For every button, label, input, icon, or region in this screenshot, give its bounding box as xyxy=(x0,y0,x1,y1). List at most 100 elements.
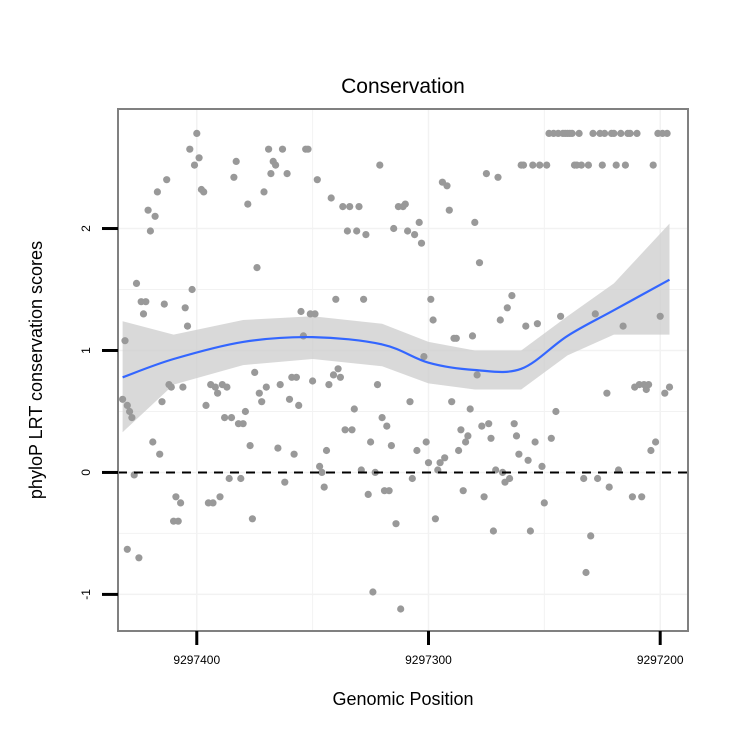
data-point xyxy=(538,462,546,470)
data-point xyxy=(325,381,333,389)
data-point xyxy=(552,407,560,416)
data-point xyxy=(584,161,593,169)
data-point xyxy=(457,426,465,434)
data-point xyxy=(383,422,391,430)
data-point xyxy=(387,442,395,450)
data-point xyxy=(297,307,305,316)
data-point xyxy=(628,493,637,501)
data-point xyxy=(415,218,423,226)
data-point xyxy=(427,295,435,303)
data-point xyxy=(225,474,233,483)
data-point xyxy=(283,170,291,178)
data-point xyxy=(373,381,382,389)
data-point xyxy=(339,203,347,211)
data-point xyxy=(195,154,203,162)
data-point xyxy=(441,454,449,462)
data-point xyxy=(471,218,479,226)
data-point xyxy=(582,568,590,577)
data-point xyxy=(392,520,400,528)
data-point xyxy=(144,206,152,214)
data-point xyxy=(239,420,247,428)
data-point xyxy=(309,377,317,385)
data-point xyxy=(390,224,398,233)
data-point xyxy=(431,515,439,523)
data-point xyxy=(506,474,514,483)
data-point xyxy=(177,499,185,507)
data-point xyxy=(459,487,467,495)
chart-title: Conservation xyxy=(341,75,465,98)
data-point xyxy=(633,129,641,137)
data-point xyxy=(230,173,238,181)
data-point xyxy=(241,407,249,416)
data-point xyxy=(647,446,655,455)
data-point xyxy=(341,426,349,434)
data-point xyxy=(332,295,340,303)
data-point xyxy=(313,176,321,184)
data-point xyxy=(480,493,488,501)
data-point xyxy=(336,373,344,381)
data-point xyxy=(503,304,511,312)
data-point xyxy=(135,554,143,562)
data-point xyxy=(260,188,268,196)
data-point xyxy=(529,161,537,169)
data-point xyxy=(258,398,266,406)
data-point xyxy=(246,442,254,450)
data-point xyxy=(478,422,486,430)
data-point xyxy=(276,381,284,389)
data-point xyxy=(487,434,495,442)
y-tick-label: -1 xyxy=(79,589,93,600)
smooth-curve xyxy=(122,278,671,379)
x-tick-label: 9297200 xyxy=(637,653,684,667)
data-point xyxy=(580,474,588,483)
data-point xyxy=(174,517,182,525)
data-point xyxy=(346,203,354,211)
data-point xyxy=(265,145,273,153)
data-point xyxy=(533,320,542,328)
data-point xyxy=(255,389,263,397)
data-point xyxy=(587,532,595,540)
data-points xyxy=(119,129,674,613)
y-axis-ticks: -1 0 1 2 xyxy=(79,225,118,600)
data-point xyxy=(536,161,544,169)
data-point xyxy=(443,182,451,190)
data-point xyxy=(343,227,351,235)
data-point xyxy=(436,459,444,467)
data-point xyxy=(163,176,171,184)
data-point xyxy=(251,368,259,376)
data-point xyxy=(638,493,646,501)
data-point xyxy=(577,161,586,169)
data-point xyxy=(211,383,219,391)
data-point xyxy=(455,446,463,455)
data-point xyxy=(512,432,521,440)
data-point xyxy=(429,316,437,324)
data-point xyxy=(329,371,338,379)
data-point xyxy=(214,389,222,397)
data-point xyxy=(322,446,331,455)
data-point xyxy=(445,206,453,214)
data-point xyxy=(227,414,236,422)
y-tick-label: 1 xyxy=(79,347,93,354)
data-point xyxy=(515,450,523,458)
data-point xyxy=(482,170,490,178)
data-point xyxy=(272,161,280,169)
data-point xyxy=(401,200,409,208)
data-point xyxy=(522,322,530,330)
data-point xyxy=(216,493,224,501)
data-point xyxy=(360,295,368,303)
data-point xyxy=(156,450,164,458)
data-point xyxy=(232,157,240,165)
data-point xyxy=(603,389,611,397)
data-point xyxy=(413,446,421,455)
grid-lines xyxy=(118,109,688,631)
data-point xyxy=(594,474,602,483)
data-point xyxy=(617,129,625,137)
data-point xyxy=(591,310,599,318)
smooth-curve-group xyxy=(122,278,671,379)
data-point xyxy=(202,401,210,409)
data-point xyxy=(508,292,516,300)
data-point xyxy=(652,438,660,446)
data-point xyxy=(452,334,460,342)
data-point xyxy=(153,188,161,196)
data-point xyxy=(656,312,664,320)
